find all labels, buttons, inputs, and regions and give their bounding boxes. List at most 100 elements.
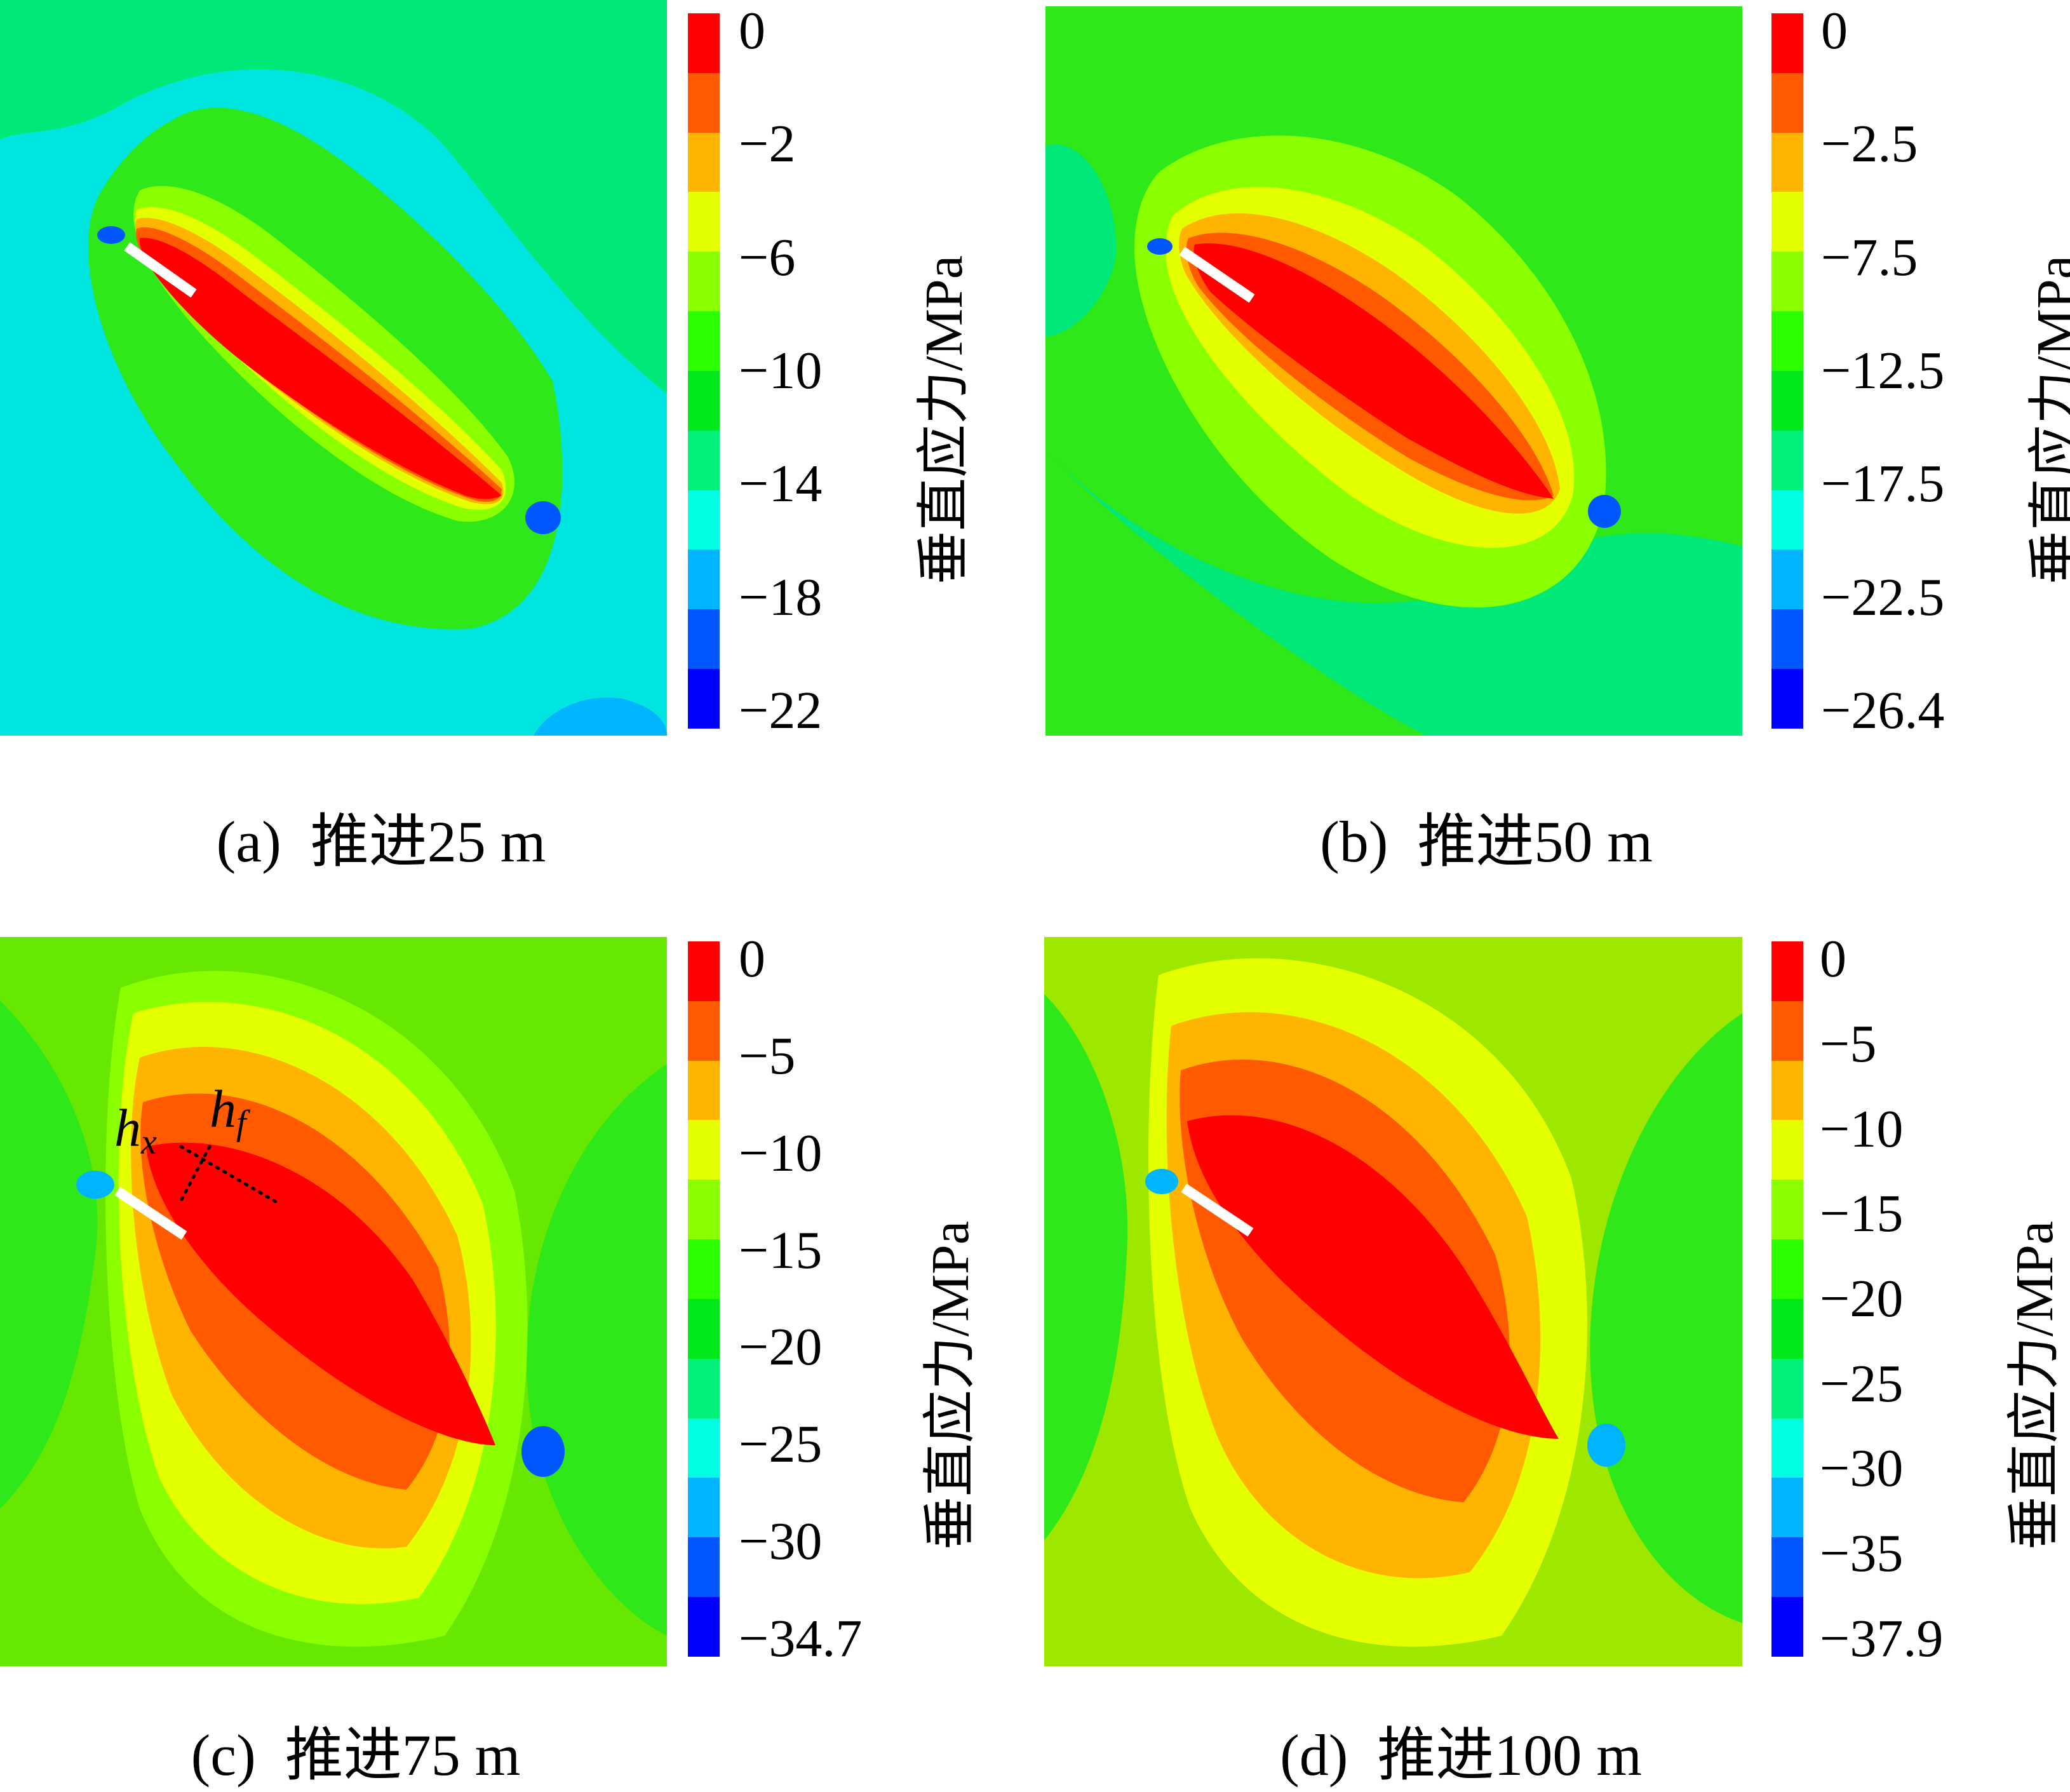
contour-zone-red (1187, 1115, 1559, 1439)
colorbar-band (688, 132, 720, 192)
colorbar-band (1771, 311, 1803, 371)
colorbar-band (688, 1418, 720, 1478)
colorbar-ticks-d: 0 −5 −10 −15 −20 −25 −30 −35 −37.9 (1820, 933, 1985, 1666)
colorbar-tick-label: −10 (739, 1123, 823, 1183)
colorbar-tick-label: −20 (1820, 1269, 1904, 1328)
annotation-hf: hf (210, 1080, 246, 1143)
colorbar-title-c: 垂直应力/MPa (921, 1220, 980, 1550)
colorbar-band (688, 72, 720, 133)
contour-zone-red (1193, 243, 1554, 499)
low-stress-spot-right (521, 1426, 565, 1477)
contour-zone-upper (0, 0, 667, 394)
contour-zone-green-right (1590, 1013, 1742, 1623)
colorbar-band (1771, 13, 1803, 73)
colorbar-tick-label: −26.4 (1821, 680, 1945, 740)
colorbar-band (1771, 1000, 1803, 1061)
colorbar-band (1771, 72, 1803, 133)
caption-a: (a) 推进25 m (217, 794, 546, 879)
caption-b: (b) 推进50 m (1320, 794, 1653, 879)
caption-c: (c) 推进75 m (191, 1708, 521, 1792)
colorbar-band (688, 430, 720, 490)
colorbar-title-d: 垂直应力/MPa (2005, 1220, 2064, 1550)
colorbar-tick-label: −20 (739, 1317, 823, 1377)
annotation-hx: hx (114, 1099, 157, 1162)
colorbar-tick-label: −22 (739, 680, 823, 740)
colorbar-tick-label: −5 (739, 1026, 796, 1086)
colorbar-band (1771, 1060, 1803, 1121)
colorbar-band (688, 1358, 720, 1418)
contour-zone-red (139, 238, 502, 499)
contour-zone-green-right (527, 1064, 667, 1636)
colorbar-tick-label: 0 (1821, 1, 1848, 61)
colorbar-band (688, 1597, 720, 1657)
colorbar-tick-label: −17.5 (1821, 454, 1945, 514)
caption-text-d: 推进100 m (1377, 1723, 1642, 1788)
colorbar-band (1771, 430, 1803, 490)
low-stress-spot-left (1145, 1169, 1178, 1194)
colorbar-band (1771, 609, 1803, 670)
colorbar-band (1771, 1180, 1803, 1240)
caption-label-c: (c) (191, 1723, 256, 1788)
colorbar-band (1771, 1537, 1803, 1598)
colorbar-band (1771, 1478, 1803, 1538)
working-face-line (124, 242, 197, 298)
colorbar-title-a: 垂直应力/MPa (915, 255, 974, 584)
low-stress-spot-left (97, 226, 125, 244)
stress-contour-map-b (1045, 6, 1742, 736)
colorbar-a (688, 13, 720, 729)
low-stress-spot-right (525, 501, 561, 534)
colorbar-d (1771, 941, 1803, 1657)
colorbar-ticks-a: 0 −2 −6 −10 −14 −18 −22 (739, 4, 866, 738)
colorbar-band (1771, 941, 1803, 1001)
working-face-line (1181, 1183, 1254, 1237)
colorbar-tick-label: −22.5 (1821, 567, 1945, 627)
contour-zone-red (146, 1142, 495, 1445)
colorbar-tick-label: −10 (739, 341, 823, 400)
colorbar-band (1771, 1597, 1803, 1657)
colorbar-tick-label: 0 (739, 929, 765, 989)
colorbar-band (688, 1478, 720, 1538)
colorbar-band (1771, 1358, 1803, 1418)
colorbar-ticks-c: 0 −5 −10 −15 −20 −25 −30 −34.7 (739, 933, 904, 1666)
colorbar-b (1771, 13, 1803, 729)
colorbar-tick-label: −34.7 (739, 1608, 863, 1668)
colorbar-band (688, 609, 720, 670)
caption-text-c: 推进75 m (285, 1723, 521, 1788)
colorbar-band (1771, 252, 1803, 312)
caption-text-b: 推进50 m (1417, 809, 1653, 874)
colorbar-tick-label: −12.5 (1821, 341, 1945, 400)
colorbar-band (688, 13, 720, 73)
colorbar-band (688, 549, 720, 610)
colorbar-band (1771, 1239, 1803, 1299)
low-stress-spot-left (76, 1171, 114, 1199)
colorbar-band (688, 1000, 720, 1061)
contour-zone-bottom (534, 697, 667, 736)
caption-text-a: 推进25 m (310, 809, 546, 874)
colorbar-band (1771, 490, 1803, 550)
colorbar-ticks-b: 0 −2.5 −7.5 −12.5 −17.5 −22.5 −26.4 (1821, 4, 1986, 738)
stress-contour-map-d (1044, 937, 1742, 1666)
colorbar-tick-label: −25 (739, 1415, 823, 1474)
caption-label-d: (d) (1280, 1723, 1348, 1788)
hf-dotted-line (179, 1145, 212, 1203)
contour-zone-cyan-left (1045, 144, 1117, 337)
colorbar-band (1771, 1418, 1803, 1478)
low-stress-spot-right (1588, 495, 1621, 528)
colorbar-tick-label: 0 (739, 1, 765, 61)
colorbar-tick-label: −30 (1820, 1439, 1904, 1499)
colorbar-band (1771, 1120, 1803, 1180)
hx-dotted-line (179, 1145, 281, 1206)
stress-contour-map-c (0, 937, 667, 1666)
colorbar-band (688, 1060, 720, 1121)
colorbar-band (688, 669, 720, 729)
caption-label-a: (a) (216, 809, 281, 874)
colorbar-tick-label: −15 (739, 1220, 823, 1280)
caption-d: (d) 推进100 m (1280, 1708, 1642, 1792)
colorbar-band (688, 1180, 720, 1240)
low-stress-spot-right (1587, 1424, 1625, 1467)
colorbar-tick-label: 0 (1820, 929, 1846, 989)
colorbar-band (688, 192, 720, 252)
colorbar-tick-label: −7.5 (1821, 227, 1918, 287)
colorbar-band (1771, 132, 1803, 192)
working-face-line (1179, 246, 1255, 303)
